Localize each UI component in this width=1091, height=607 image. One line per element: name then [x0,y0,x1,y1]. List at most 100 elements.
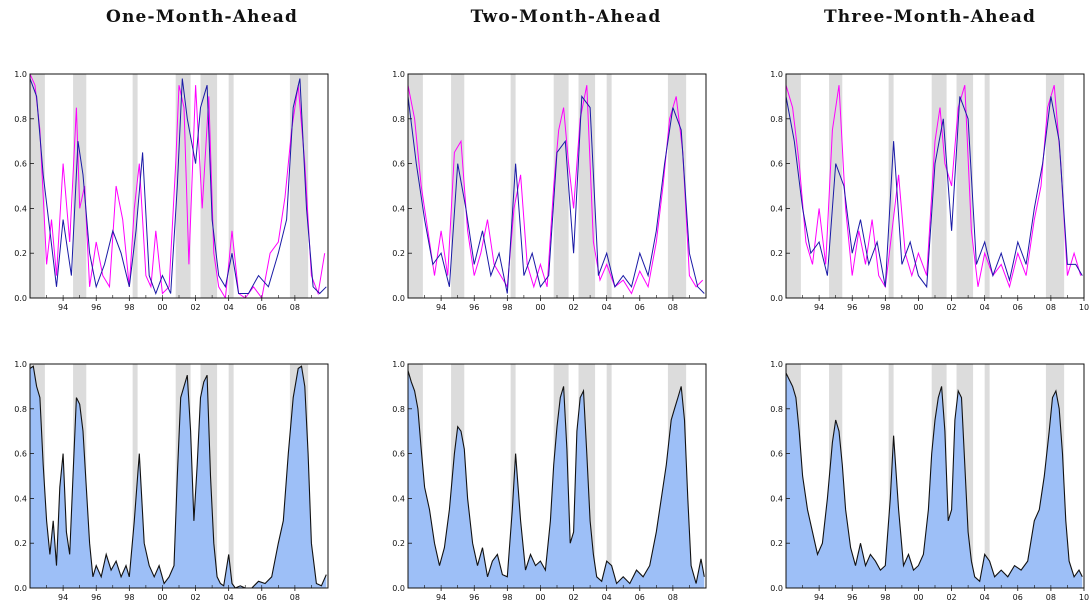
y-tick-label: 0.8 [770,115,783,124]
plot-area [786,74,1083,298]
x-tick-label: 98 [124,593,134,602]
y-tick-label: 1.0 [392,360,405,369]
shaded-band [200,74,218,298]
x-tick-label: 02 [568,303,578,312]
series-line [408,94,705,294]
shaded-band [786,74,801,298]
title-one-month: One-Month-Ahead [105,7,299,27]
series-line [408,85,704,295]
x-tick-label: 94 [814,303,824,312]
panel-6: 0.0 0.2 0.4 0.6 0.8 1.0 94 96 98 00 02 04 06 08 10 [770,360,1089,602]
shaded-band [510,364,516,588]
y-tick-label: 0.6 [392,450,405,459]
x-tick-label: 94 [814,593,824,602]
y-tick-label: 0.4 [14,204,27,213]
area-line [408,370,705,585]
x-tick-label: 00 [913,303,923,312]
y-tick-label: 0.8 [770,405,783,414]
y-tick-label: 0.4 [770,494,783,503]
shaded-band [451,74,465,298]
series-line [786,96,1083,289]
plot-area [30,364,327,588]
panel-2: 0.0 0.2 0.4 0.6 0.8 1.0 94 96 98 00 02 04 06 08 [392,70,707,312]
x-tick-label: 02 [946,593,956,602]
area-fill [786,373,1083,588]
x-tick-label: 06 [257,303,267,312]
shaded-band [132,74,138,298]
title-two-month: Two-Month-Ahead [470,7,662,27]
y-tick-label: 1.0 [14,70,27,79]
x-tick-label: 04 [224,593,234,602]
x-tick-label: 98 [880,593,890,602]
y-tick-label: 1.0 [770,360,783,369]
y-tick-label: 1.0 [392,70,405,79]
x-tick-label: 08 [1046,593,1056,602]
x-tick-label: 06 [635,303,645,312]
y-tick-label: 0.2 [770,249,783,258]
shaded-band [73,74,87,298]
y-tick-label: 0.6 [770,450,783,459]
x-tick-label: 04 [224,303,234,312]
shaded-band [132,364,138,588]
shaded-band [553,74,569,298]
plot-area [408,74,705,298]
y-tick-label: 0.2 [14,539,27,548]
x-tick-label: 94 [58,593,68,602]
x-tick-label: 96 [469,303,479,312]
shaded-band [228,74,234,298]
x-tick-label: 98 [502,303,512,312]
y-tick-label: 0.2 [770,539,783,548]
x-tick-label: 06 [1013,303,1023,312]
x-tick-label: 94 [436,593,446,602]
x-tick-label: 08 [668,303,678,312]
shaded-band [606,364,612,588]
x-tick-label: 08 [668,593,678,602]
x-tick-label: 00 [535,593,545,602]
y-tick-label: 0.0 [770,294,783,303]
y-tick-label: 0.0 [392,584,405,593]
y-tick-label: 0.0 [14,584,27,593]
x-tick-label: 08 [290,593,300,602]
y-tick-label: 0.6 [392,160,405,169]
x-tick-label: 06 [257,593,267,602]
series-line [786,85,1082,289]
y-tick-label: 0.0 [392,294,405,303]
series-line [30,74,326,298]
x-tick-label: 96 [91,303,101,312]
y-tick-label: 0.0 [14,294,27,303]
x-tick-label: 10 [1079,303,1089,312]
x-tick-label: 04 [980,593,990,602]
plot-area [408,364,705,588]
x-tick-label: 04 [602,593,612,602]
shaded-band [931,74,947,298]
x-tick-label: 02 [568,593,578,602]
series-line [30,78,327,295]
x-tick-label: 96 [847,303,857,312]
x-tick-label: 96 [469,593,479,602]
y-tick-label: 0.4 [392,494,405,503]
y-tick-label: 0.2 [392,539,405,548]
panel-3: 0.0 0.2 0.4 0.6 0.8 1.0 94 96 98 00 02 04 06 08 10 [770,70,1089,312]
y-tick-label: 0.2 [14,249,27,258]
x-tick-label: 04 [980,303,990,312]
x-tick-label: 00 [157,303,167,312]
x-tick-label: 96 [847,593,857,602]
y-tick-label: 0.4 [770,204,783,213]
x-tick-label: 00 [535,303,545,312]
x-tick-label: 04 [602,303,612,312]
y-tick-label: 0.4 [14,494,27,503]
shaded-band [984,364,990,588]
x-tick-label: 98 [502,593,512,602]
y-tick-label: 0.6 [14,160,27,169]
x-tick-label: 94 [58,303,68,312]
panel-5: 0.0 0.2 0.4 0.6 0.8 1.0 94 96 98 00 02 04 06 08 [392,360,707,602]
x-tick-label: 96 [91,593,101,602]
plot-area [786,364,1083,588]
shaded-band [606,74,612,298]
x-tick-label: 10 [1079,593,1089,602]
y-tick-label: 0.8 [14,115,27,124]
x-tick-label: 02 [946,303,956,312]
area-line [30,365,327,588]
y-tick-label: 0.6 [770,160,783,169]
